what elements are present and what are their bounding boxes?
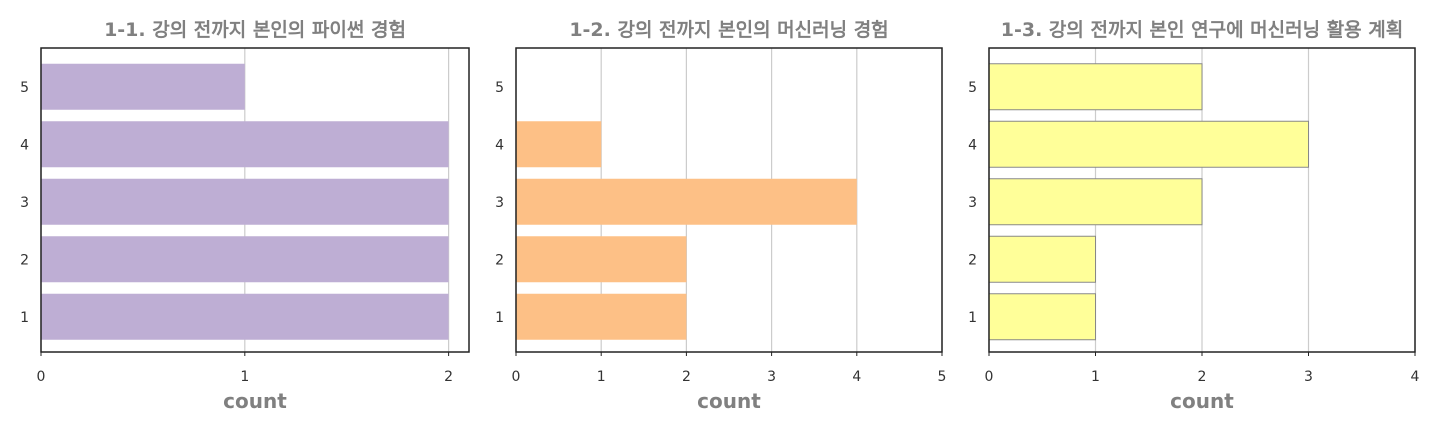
y-tick-label: 2 [20, 252, 29, 268]
x-tick-label: 1 [1091, 369, 1100, 385]
x-tick-label: 1 [240, 369, 249, 385]
chart-title: 1-2. 강의 전까지 본인의 머신러닝 경험 [569, 19, 888, 41]
bar-4 [516, 121, 602, 168]
x-tick-label: 5 [938, 369, 947, 385]
plot-frame [40, 47, 470, 353]
y-tick-label: 3 [20, 195, 29, 211]
chart-panel-1: 1 2 3 4 5 0 1 2 1-1. 강의 전까지 본인의 파이썬 경험 count [20, 19, 470, 413]
bar-1 [41, 293, 449, 340]
y-tick-label: 5 [495, 80, 504, 96]
x-tick-label: 0 [985, 369, 994, 385]
bar-4 [988, 120, 1309, 168]
y-tick-label: 1 [968, 310, 977, 326]
y-tick-label: 3 [968, 195, 977, 211]
x-axis-label: count [223, 389, 287, 413]
plot-frame [515, 47, 943, 353]
y-tick-label: 1 [495, 310, 504, 326]
x-tick-label: 4 [852, 369, 861, 385]
chart-panel-2: 1 2 3 4 5 0 1 2 3 4 5 1-2. 강의 전까지 본인의 머신러닝 경험 count [495, 19, 946, 413]
y-tick-label: 4 [968, 137, 977, 153]
x-axis-label: count [1170, 389, 1234, 413]
bar-1 [988, 293, 1096, 341]
chart-panel-3: 1 2 3 4 5 0 1 2 3 4 1-3. 강의 전까지 본인 연구에 머신러닝 활용 계획 c… [968, 19, 1419, 413]
x-tick-label: 2 [444, 369, 453, 385]
x-tick-label: 0 [512, 369, 521, 385]
y-tick-label: 5 [20, 80, 29, 96]
bar-5 [988, 63, 1203, 111]
x-tick-label: 4 [1411, 369, 1420, 385]
bar-2 [988, 235, 1096, 283]
x-tick-label: 2 [1198, 369, 1207, 385]
bar-4 [41, 121, 449, 168]
y-tick-label: 4 [20, 137, 29, 153]
bar-3 [516, 178, 857, 225]
bar-2 [41, 236, 449, 283]
x-tick-label: 2 [682, 369, 691, 385]
y-tick-label: 3 [495, 195, 504, 211]
bar-3 [41, 178, 449, 225]
bar-3 [988, 178, 1203, 226]
x-tick-label: 1 [597, 369, 606, 385]
y-tick-label: 2 [495, 252, 504, 268]
x-tick-label: 0 [37, 369, 46, 385]
y-tick-label: 1 [20, 310, 29, 326]
bar-1 [516, 293, 687, 340]
y-tick-label: 4 [495, 137, 504, 153]
chart-title: 1-3. 강의 전까지 본인 연구에 머신러닝 활용 계획 [1001, 19, 1404, 41]
x-tick-label: 3 [1304, 369, 1313, 385]
chart-title: 1-1. 강의 전까지 본인의 파이썬 경험 [104, 19, 406, 41]
x-axis-label: count [697, 389, 761, 413]
y-tick-label: 5 [968, 80, 977, 96]
x-tick-label: 3 [767, 369, 776, 385]
bar-5 [41, 63, 245, 110]
bar-2 [516, 236, 687, 283]
y-tick-label: 2 [968, 252, 977, 268]
